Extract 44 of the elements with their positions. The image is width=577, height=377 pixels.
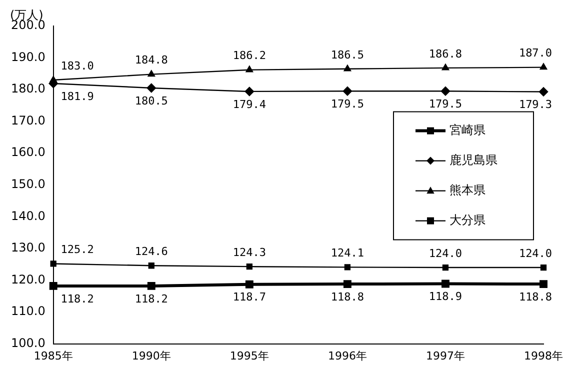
x-tick-label: 1996年 [328,349,367,362]
data-label: 186.2 [232,49,266,62]
data-label: 118.2 [134,292,168,306]
data-label: 179.5 [428,98,462,111]
data-label: 187.0 [518,46,552,60]
data-label: 179.3 [518,98,552,112]
x-tick-label: 1990年 [132,349,171,362]
data-label: 179.4 [232,98,266,111]
y-tick-label: 120.0 [10,272,46,286]
x-tick-label: 1985年 [34,349,73,362]
x-tick-label: 1998年 [524,349,564,362]
data-label: 118.8 [330,290,364,304]
data-label: 181.9 [60,90,94,103]
y-tick-label: 110.0 [10,304,46,318]
data-label: 124.0 [518,246,552,260]
legend-label: 大分県 [450,212,486,227]
data-label: 124.6 [134,244,168,258]
x-tick-label: 1995年 [230,349,269,362]
data-label: 179.5 [330,98,364,111]
data-label: 125.2 [60,243,94,256]
y-tick-label: 130.0 [10,240,46,255]
legend-label: 宮崎県 [450,122,486,137]
data-label: 180.5 [134,94,168,108]
legend-label: 熊本県 [450,182,486,197]
data-label: 118.2 [60,292,94,306]
data-label: 183.0 [60,59,94,72]
data-label: 118.7 [232,290,266,304]
data-label: 184.8 [134,54,168,67]
y-tick-label: 150.0 [10,177,46,192]
y-tick-label: 190.0 [10,50,46,64]
y-tick-label: 160.0 [10,145,46,160]
y-tick-label: 140.0 [10,208,46,223]
data-label: 124.3 [232,246,266,259]
x-tick-label: 1997年 [426,349,465,362]
data-label: 118.8 [518,290,552,304]
data-label: 186.8 [428,47,462,60]
legend-label: 鹿児島県 [450,152,498,167]
y-tick-label: 180.0 [10,82,46,96]
y-tick-label: 100.0 [10,336,46,350]
data-label: 186.5 [330,48,364,62]
data-label: 118.9 [428,290,462,304]
data-label: 124.0 [428,246,462,260]
data-label: 124.1 [330,246,364,260]
y-tick-label: 170.0 [10,113,46,128]
